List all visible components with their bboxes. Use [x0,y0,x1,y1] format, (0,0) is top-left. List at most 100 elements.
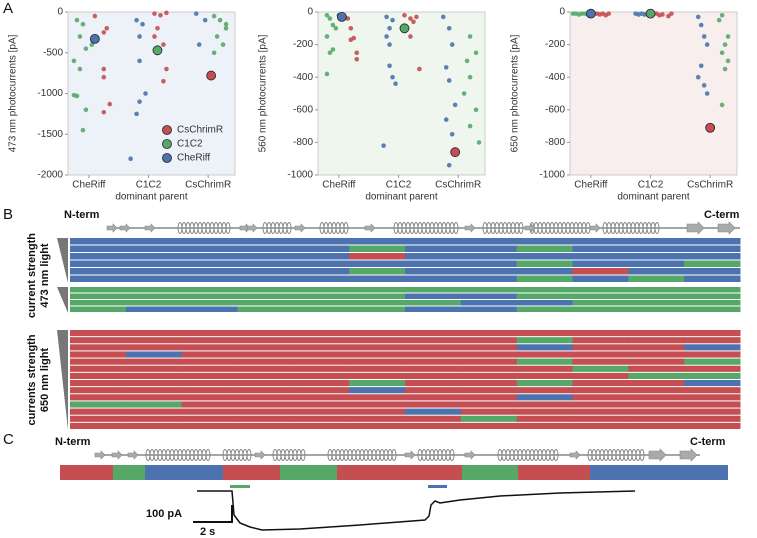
chimera-block [125,260,183,267]
chimera-block [628,394,685,401]
chimera-block [460,380,518,387]
helix [246,449,252,461]
y-tick-label: -1000 [287,170,313,181]
chimera-block [237,415,294,422]
data-point [387,42,392,47]
chimera-block [572,380,629,387]
chimera-block [70,422,127,429]
chimera-block [405,372,462,379]
chimera-block [349,401,406,408]
data-point [107,101,113,107]
chimera-block [293,275,350,282]
chimera-block [237,245,294,252]
chimera-block [125,365,183,372]
data-point [101,66,107,72]
chimera-block [628,344,685,351]
data-point [354,56,360,62]
helix [449,449,455,461]
chimera-block [181,365,238,372]
chimera-block [460,330,518,337]
data-point [381,143,386,148]
chimera-block [293,415,350,422]
data-point [408,16,413,21]
chimera-block [460,408,518,415]
helix [553,449,559,461]
data-point [161,42,166,47]
chimera-block [628,330,685,337]
chimera-block [572,394,629,401]
chimera-block [572,300,629,306]
data-point [701,34,707,39]
helix [518,222,524,234]
chimera-block [572,293,629,299]
data-point [128,156,133,161]
chimera-block [516,380,573,387]
chimera-block [572,337,629,344]
panel-label: A [3,0,13,17]
chimera-block [293,365,350,372]
chimera-block [70,401,127,408]
chimera-block [628,253,685,260]
strand-arrow [717,221,736,235]
chimera-block [125,238,183,245]
data-point [443,117,449,122]
chimera-block [684,358,741,365]
chimera-block [516,293,573,299]
chimera-block [349,238,406,245]
chimera-block [70,387,127,394]
chimera-block [405,408,462,415]
chimera-block [405,238,462,245]
chimera-block [293,268,350,275]
data-point [722,66,728,72]
data-point [390,17,395,23]
y-tick-label: -600 [293,104,313,115]
y-axis-label: 650 nm photocurrents [pA] [510,34,521,152]
y-tick-label: -200 [293,39,313,50]
data-point [390,74,395,80]
data-point [71,58,77,64]
helix [343,222,349,234]
chimera-block [70,238,127,245]
chimera-block [181,394,238,401]
chimera-block [405,422,462,429]
chimera-block [628,275,685,282]
chimera-block [684,351,741,358]
chimera-block [572,422,629,429]
strand-arrow [106,223,118,233]
data-point [143,91,148,96]
chimera-block [572,260,629,267]
chimera-block [237,380,294,387]
strand-arrow [364,223,376,233]
chimera-block [70,365,127,372]
data-point [101,74,107,80]
chimera-block [684,238,741,245]
chimera-segment [145,465,223,480]
chimera-block [684,337,741,344]
helix [205,449,211,461]
chimera-block [181,275,238,282]
data-point [698,22,704,28]
data-point [719,12,725,18]
chimera-block [349,253,406,260]
chimera-block [684,380,741,387]
chimera-block [125,372,183,379]
chimera-block [628,372,685,379]
chimera-block [125,245,183,252]
data-point [387,26,392,31]
chimera-block [293,306,350,312]
y-tick-label: 0 [559,7,565,18]
chimera-block [516,372,573,379]
chimera-segment [590,465,728,480]
chimera-block [684,300,741,306]
chimera-block [237,268,294,275]
data-point [704,42,710,47]
chimera-block [572,401,629,408]
data-point [92,13,98,19]
chimera-block [684,401,741,408]
chimera-block [125,268,183,275]
chimera-block [70,300,127,306]
chimera-block [684,415,741,422]
mean-point [645,8,656,19]
data-point [196,42,202,47]
chimera-block [460,358,518,365]
